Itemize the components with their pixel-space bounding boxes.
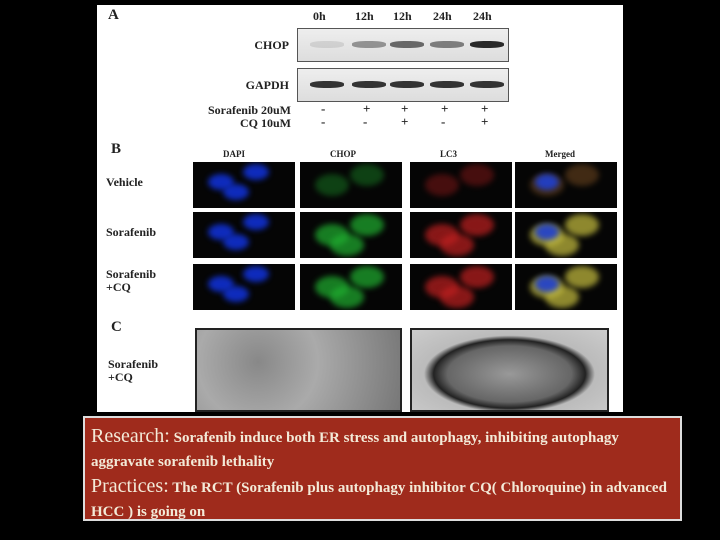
- row-label: Sorafenib +CQ: [106, 267, 157, 294]
- cell-blob: [425, 174, 459, 196]
- micrograph: [193, 264, 295, 310]
- micrograph: [193, 212, 295, 258]
- micrograph: [300, 162, 402, 208]
- panel-label: B: [111, 141, 122, 157]
- treatment-label: CQ 10uM: [240, 116, 291, 130]
- cell-blob: [243, 266, 269, 282]
- cell-blob: [223, 184, 249, 200]
- micrograph: [410, 264, 512, 310]
- cell-blob: [350, 214, 384, 236]
- band: [352, 41, 386, 48]
- micrograph: [300, 212, 402, 258]
- band: [430, 41, 464, 48]
- cell-blob: [243, 214, 269, 230]
- blot-label: CHOP: [254, 38, 289, 52]
- cell-blob: [460, 214, 494, 236]
- cell-blob: [315, 174, 349, 196]
- cell-blob: [223, 234, 249, 250]
- cell-blob: [535, 276, 559, 292]
- sign: +: [401, 101, 409, 116]
- sign: +: [441, 101, 449, 116]
- em-image: [410, 328, 609, 412]
- panel-label: C: [111, 319, 122, 335]
- cell-blob: [350, 266, 384, 288]
- cell-blob: [565, 266, 599, 288]
- band: [390, 41, 424, 48]
- cell-blob: [545, 234, 579, 256]
- sign: +: [401, 114, 409, 129]
- research: Research: Sorafenib induce both ER stres…: [91, 424, 676, 474]
- cell-blob: [545, 286, 579, 308]
- micrograph: [515, 264, 617, 310]
- heading: Practices:: [91, 475, 169, 497]
- micrograph: [410, 162, 512, 208]
- timepoint: 24h: [433, 9, 452, 23]
- cell-blob: [440, 286, 474, 308]
- cell-blob: [565, 164, 599, 186]
- timepoint: 12h: [355, 9, 374, 23]
- cell-blob: [223, 286, 249, 302]
- micrograph: [300, 264, 402, 310]
- micrograph: [515, 162, 617, 208]
- row-label: Sorafenib: [106, 225, 157, 239]
- timepoint: 24h: [473, 9, 492, 23]
- sign: -: [441, 114, 446, 129]
- cell-blob: [330, 234, 364, 256]
- summary-box: Research: Sorafenib induce both ER stres…: [83, 416, 682, 521]
- band: [430, 81, 464, 88]
- heading: Research:: [91, 425, 170, 447]
- cell-blob: [535, 174, 559, 190]
- channel-label: Merged: [545, 149, 575, 159]
- sign: +: [363, 101, 371, 116]
- cell-blob: [460, 164, 494, 186]
- blot: [297, 28, 509, 62]
- text: The RCT (Sorafenib plus autophagy inhibi…: [91, 480, 667, 520]
- channel-label: CHOP: [330, 149, 356, 159]
- cell-blob: [535, 224, 559, 240]
- band: [310, 81, 344, 88]
- channel-label: DAPI: [223, 149, 245, 159]
- blot-label: GAPDH: [245, 78, 289, 92]
- blot: [297, 68, 509, 102]
- sign: -: [321, 114, 326, 129]
- cell-blob: [565, 214, 599, 236]
- micrograph: [410, 212, 512, 258]
- channel-label: LC3: [440, 149, 458, 159]
- panel-label: A: [108, 7, 119, 23]
- row-label: Sorafenib +CQ: [108, 357, 159, 384]
- timepoint: 12h: [393, 9, 412, 23]
- cell-blob: [350, 164, 384, 186]
- timepoint: 0h: [313, 9, 326, 23]
- sign: -: [321, 101, 326, 116]
- figure: A B C Sorafenib +CQ 0h 12h 12h 24h 24h CHOP GA…: [97, 5, 623, 412]
- micrograph: [515, 212, 617, 258]
- practices: Practices: The RCT (Sorafenib plus autop…: [91, 474, 676, 524]
- sign: +: [481, 114, 489, 129]
- cell-blob: [460, 266, 494, 288]
- sign: +: [481, 101, 489, 116]
- cell-blob: [330, 286, 364, 308]
- text: Sorafenib induce both ER stress and auto…: [91, 430, 619, 470]
- band: [470, 41, 504, 48]
- row-label: Vehicle: [106, 175, 143, 189]
- cell-blob: [243, 164, 269, 180]
- cell-blob: [440, 234, 474, 256]
- band: [390, 81, 424, 88]
- band: [310, 41, 344, 48]
- band: [470, 81, 504, 88]
- treatment-label: Sorafenib 20uM: [207, 103, 291, 117]
- band: [352, 81, 386, 88]
- micrograph: [193, 162, 295, 208]
- em-image: [195, 328, 402, 412]
- sign: -: [363, 114, 368, 129]
